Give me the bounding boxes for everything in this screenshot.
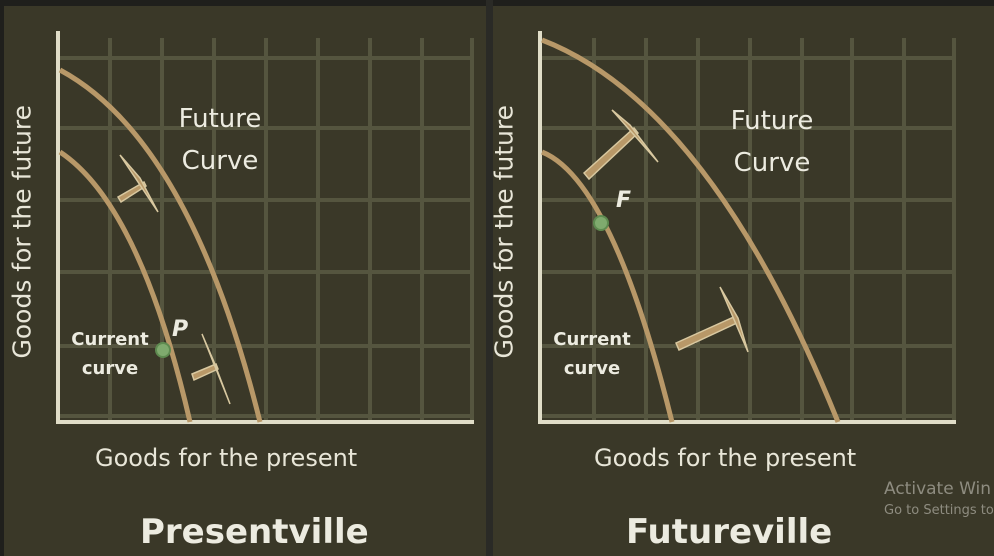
left-axes: [56, 31, 474, 424]
left-panel-title: Presentville: [140, 512, 369, 552]
right-current-curve-label-line2: curve: [563, 358, 621, 379]
presentville-panel: [4, 6, 486, 556]
left-future-curve-label-line1: Future: [178, 104, 262, 134]
left-shift-arrow-lower: [191, 333, 231, 405]
right-future-curve-label-line1: Future: [730, 106, 814, 136]
right-axes: [538, 31, 956, 424]
right-future-curve: [541, 37, 841, 423]
left-shift-arrow-upper: [116, 154, 159, 213]
left-current-curve-label-line1: Current: [71, 329, 149, 350]
left-future-curve: [58, 67, 263, 423]
right-current-curve-label: Current curve: [542, 325, 642, 383]
right-current-curve: [541, 149, 675, 423]
left-future-curve-label: Future Curve: [150, 98, 290, 182]
right-grid: [542, 38, 956, 420]
panel-divider: [486, 0, 493, 556]
left-point-label: P: [172, 317, 189, 342]
right-future-curve-label-line2: Curve: [733, 148, 811, 178]
right-future-curve-label: Future Curve: [702, 100, 842, 184]
right-y-axis-label: Goods for the future: [489, 104, 519, 359]
left-future-curve-label-line2: Curve: [181, 146, 259, 176]
left-y-axis-label: Goods for the future: [7, 104, 37, 359]
futureville-panel: [493, 6, 994, 556]
right-panel-title: Futureville: [626, 512, 833, 552]
right-x-axis-label: Goods for the present: [594, 444, 857, 472]
right-current-curve-label-line1: Current: [553, 329, 631, 350]
activation-watermark-title: Activate Win: [884, 479, 992, 499]
right-shift-arrow-upper: [582, 109, 659, 181]
left-grid: [58, 38, 474, 420]
left-current-curve: [58, 149, 193, 423]
left-point-p: [155, 342, 171, 358]
left-current-curve-label-line2: curve: [81, 358, 139, 379]
left-current-curve-label: Current curve: [60, 325, 160, 383]
right-point-f: [593, 215, 609, 231]
right-point-label: F: [616, 188, 632, 213]
right-shift-arrow-lower: [675, 286, 749, 353]
activation-watermark-subtitle[interactable]: Go to Settings to: [884, 503, 994, 518]
left-x-axis-label: Goods for the present: [95, 444, 358, 472]
